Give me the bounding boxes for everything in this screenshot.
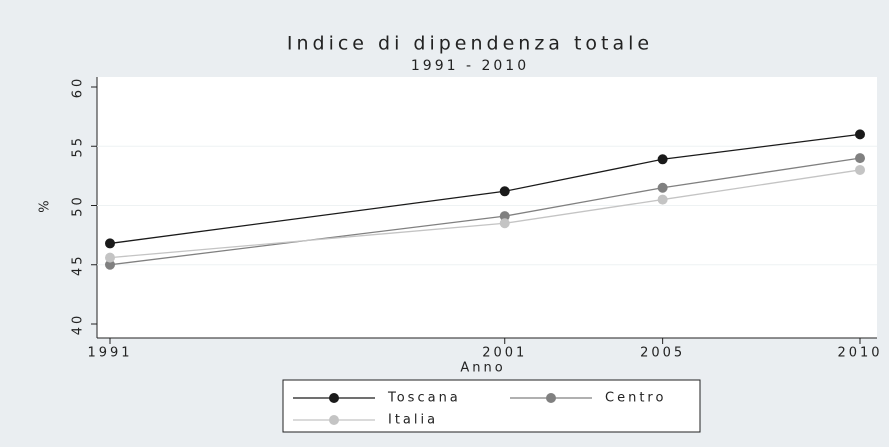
x-tick-label: 2005	[640, 346, 685, 361]
y-tick-label: 60	[71, 76, 86, 99]
point	[105, 238, 115, 249]
y-tick-label: 55	[71, 135, 86, 158]
point	[657, 182, 668, 193]
series-line	[109, 133, 861, 245]
legend-label: Italia	[388, 413, 438, 428]
chart-title: Indice di dipendenza totale	[287, 33, 653, 55]
y-axis-title: %	[38, 197, 53, 212]
y-tick-label: 50	[71, 194, 86, 217]
legend	[282, 379, 701, 433]
point	[105, 252, 115, 263]
x-axis-title: Anno	[460, 361, 505, 376]
point	[657, 154, 668, 165]
point	[855, 153, 865, 164]
chart-subtitle: 1991 - 2010	[411, 58, 529, 74]
plot-area	[97, 77, 877, 338]
y-tick-label: 45	[71, 253, 86, 276]
point	[855, 129, 865, 140]
legend-label: Toscana	[387, 391, 461, 406]
legend-label: Centro	[605, 391, 666, 406]
y-tick-label: 40	[71, 313, 86, 336]
series-line	[109, 169, 861, 259]
legend-marker	[329, 415, 339, 425]
point	[105, 259, 115, 270]
point	[499, 211, 510, 222]
point	[499, 186, 510, 197]
x-tick-label: 2010	[837, 346, 882, 361]
point	[657, 194, 668, 205]
legend-marker	[546, 393, 556, 403]
x-tick-label: 2001	[482, 346, 527, 361]
x-tick-label: 1991	[87, 346, 132, 361]
point	[499, 218, 510, 229]
point	[855, 164, 865, 175]
legend-marker	[329, 393, 339, 403]
